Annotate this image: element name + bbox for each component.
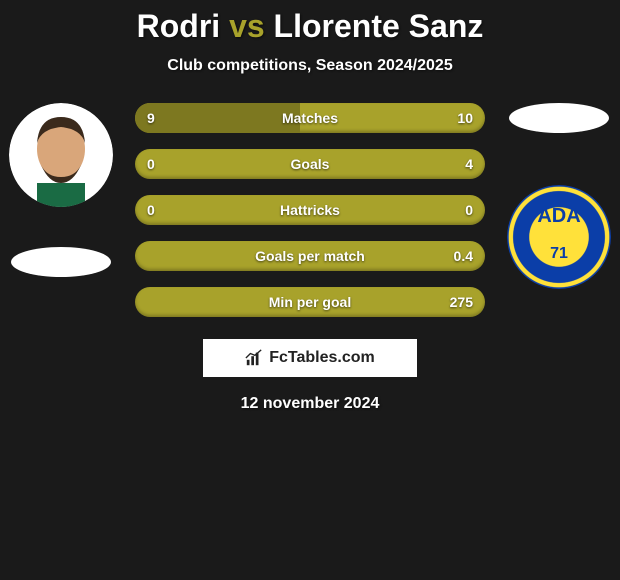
chart-icon <box>245 349 263 367</box>
main-comparison: ADA 71 9 Matches 10 0 Goals 4 0 Hattricks 0 Goals… <box>0 103 620 317</box>
player2-club-crest: ADA 71 <box>507 185 611 289</box>
stat-left-value: 0 <box>147 202 155 218</box>
stat-right-value: 10 <box>457 110 473 126</box>
stat-label: Hattricks <box>280 202 340 218</box>
stat-bar: 0 Hattricks 0 <box>135 195 485 225</box>
watermark-text: FcTables.com <box>269 349 375 367</box>
watermark: FcTables.com <box>203 339 417 377</box>
subtitle: Club competitions, Season 2024/2025 <box>0 57 620 75</box>
stat-right-value: 275 <box>450 294 473 310</box>
stat-right-value: 4 <box>465 156 473 172</box>
stat-bars: 9 Matches 10 0 Goals 4 0 Hattricks 0 Goals per ma… <box>135 103 485 317</box>
player2-column: ADA 71 <box>504 103 614 289</box>
stat-label: Goals per match <box>255 248 365 264</box>
player1-flag <box>11 247 111 277</box>
crest-text-top: ADA <box>537 205 580 228</box>
player-face-icon <box>9 103 113 207</box>
stat-label: Goals <box>291 156 330 172</box>
player1-name: Rodri <box>137 8 221 44</box>
date-label: 12 november 2024 <box>0 395 620 413</box>
player2-name: Llorente Sanz <box>274 8 484 44</box>
stat-label: Min per goal <box>269 294 351 310</box>
club-crest-icon: ADA 71 <box>507 185 611 289</box>
comparison-card: Rodri vs Llorente Sanz Club competitions… <box>0 0 620 413</box>
page-title: Rodri vs Llorente Sanz <box>0 8 620 45</box>
stat-left-value: 0 <box>147 156 155 172</box>
player1-avatar <box>9 103 113 207</box>
player1-column <box>6 103 116 277</box>
bar-left-fill <box>135 103 300 133</box>
crest-text-bottom: 71 <box>550 245 568 263</box>
stat-left-value: 9 <box>147 110 155 126</box>
stat-right-value: 0.4 <box>454 248 473 264</box>
vs-label: vs <box>229 8 265 44</box>
stat-right-value: 0 <box>465 202 473 218</box>
stat-label: Matches <box>282 110 338 126</box>
stat-bar: Goals per match 0.4 <box>135 241 485 271</box>
stat-bar: Min per goal 275 <box>135 287 485 317</box>
stat-bar: 0 Goals 4 <box>135 149 485 179</box>
stat-bar: 9 Matches 10 <box>135 103 485 133</box>
player2-flag <box>509 103 609 133</box>
